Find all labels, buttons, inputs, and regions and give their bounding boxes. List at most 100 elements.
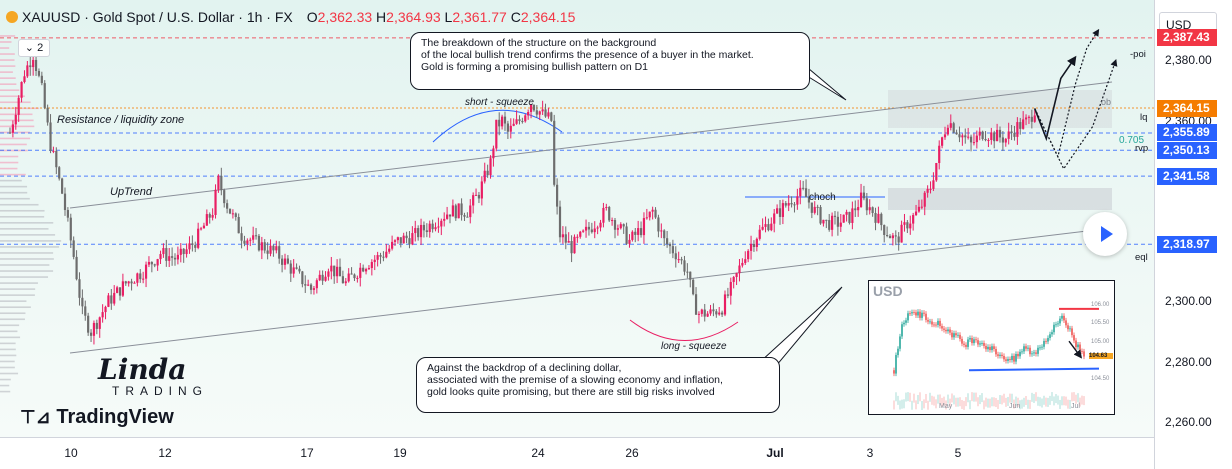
candle-body bbox=[1007, 131, 1010, 139]
inset-volume-bar bbox=[1049, 395, 1051, 405]
play-button[interactable] bbox=[1083, 212, 1127, 256]
price-chart[interactable] bbox=[0, 0, 1154, 437]
time-axis-tick: 10 bbox=[64, 446, 78, 460]
inset-candle-body bbox=[1015, 353, 1017, 362]
candle-body bbox=[399, 237, 402, 244]
candle-body bbox=[721, 312, 724, 315]
candle-body bbox=[990, 132, 993, 141]
candle-body bbox=[871, 207, 874, 214]
candle-body bbox=[338, 266, 342, 277]
candle-body bbox=[634, 231, 637, 235]
candle-body bbox=[602, 207, 605, 223]
candle-body bbox=[89, 332, 93, 336]
inset-candle-body bbox=[931, 321, 933, 325]
candle-body bbox=[894, 235, 897, 237]
inset-volume-bar bbox=[953, 395, 955, 405]
candle-body bbox=[608, 206, 611, 221]
candle-body bbox=[376, 255, 379, 260]
indicators-toggle-button[interactable]: ⌄ 2 bbox=[18, 39, 50, 57]
candle-body bbox=[1013, 132, 1016, 137]
inset-candle-body bbox=[1029, 347, 1031, 355]
candle-body bbox=[683, 260, 686, 272]
inset-candle-body bbox=[1001, 354, 1003, 356]
callout-bottom: Against the backdrop of a declining doll… bbox=[416, 357, 780, 413]
inset-volume-bar bbox=[967, 393, 969, 403]
candle-body bbox=[272, 245, 275, 251]
candle-body bbox=[932, 180, 935, 189]
candle-body bbox=[512, 123, 515, 126]
candle-body bbox=[165, 248, 168, 261]
candle-body bbox=[593, 228, 596, 233]
inset-candle-body bbox=[1059, 318, 1061, 324]
inset-candle-body bbox=[1035, 352, 1037, 354]
candle-body bbox=[778, 208, 782, 217]
eql-label: eql bbox=[1135, 252, 1148, 263]
inset-candle-body bbox=[1071, 328, 1073, 336]
candle-body bbox=[631, 231, 634, 240]
candle-body bbox=[61, 178, 64, 194]
inset-candle-body bbox=[1081, 351, 1083, 352]
candle-body bbox=[32, 59, 35, 68]
price-level-tag[interactable]: 2,364.15 bbox=[1157, 99, 1217, 117]
candle-body bbox=[344, 281, 347, 284]
candle-body bbox=[822, 219, 825, 224]
candle-body bbox=[854, 208, 857, 211]
candle-body bbox=[611, 220, 614, 222]
candle-body bbox=[749, 243, 753, 251]
volume-profile-bar bbox=[0, 384, 10, 387]
symbol-title[interactable]: XAUUSD · Gold Spot / U.S. Dollar · 1h · … bbox=[22, 9, 293, 25]
volume-profile-bar bbox=[0, 258, 54, 260]
inset-candle-body bbox=[1045, 340, 1047, 342]
volume-profile-bar bbox=[0, 41, 12, 43]
candle-body bbox=[637, 228, 640, 235]
volume-profile-bar bbox=[0, 179, 22, 182]
candle-body bbox=[52, 150, 55, 152]
tradingview-logo: ⊤⊿ TradingView bbox=[20, 406, 174, 428]
inset-volume-bar bbox=[921, 400, 923, 410]
candle-body bbox=[182, 248, 185, 255]
volume-profile-bar bbox=[0, 330, 18, 333]
plot-area[interactable]: XAUUSD · Gold Spot / U.S. Dollar · 1h · … bbox=[0, 0, 1154, 437]
candle-body bbox=[642, 218, 646, 236]
price-level-tag[interactable]: 2,350.13 bbox=[1157, 141, 1217, 159]
candle-body bbox=[385, 251, 388, 258]
price-level-tag[interactable]: 2,387.43 bbox=[1157, 29, 1217, 47]
volume-profile-bar bbox=[0, 312, 26, 315]
candle-body bbox=[226, 203, 229, 209]
inset-candle-body bbox=[939, 320, 941, 327]
inset-volume-bar bbox=[987, 398, 989, 408]
candle-body bbox=[605, 206, 608, 208]
inset-volume-bar bbox=[977, 397, 979, 407]
currency-selector[interactable]: USD bbox=[1159, 12, 1217, 36]
candle-body bbox=[1010, 131, 1013, 133]
channel-upper-line[interactable] bbox=[69, 81, 1113, 209]
inset-volume-bar bbox=[1029, 399, 1031, 409]
candle-body bbox=[49, 122, 52, 151]
candle-body bbox=[831, 215, 834, 230]
usd-inset-chart[interactable]: USD 106.00 105.50 105.00 104.63 104.50 M… bbox=[868, 280, 1115, 415]
candle-body bbox=[810, 202, 813, 213]
candle-body bbox=[825, 219, 828, 221]
candle-body bbox=[289, 263, 292, 274]
candle-body bbox=[243, 240, 246, 244]
channel-lower-line[interactable] bbox=[69, 227, 1113, 354]
price-axis-tick: 2,280.00 bbox=[1165, 354, 1212, 369]
inset-volume-bar bbox=[1075, 394, 1077, 404]
ob-label: ob bbox=[1101, 97, 1112, 107]
candle-body bbox=[541, 109, 544, 112]
price-level-tag[interactable]: 2,318.97 bbox=[1157, 235, 1217, 253]
candle-body bbox=[773, 213, 776, 224]
price-level-tag[interactable]: 2,355.89 bbox=[1157, 124, 1217, 142]
volume-profile-bar bbox=[0, 35, 16, 37]
short-squeeze-arc bbox=[432, 109, 563, 143]
volume-profile-bar bbox=[0, 161, 19, 164]
inset-volume-bar bbox=[1083, 396, 1085, 406]
volume-profile-bar bbox=[0, 53, 15, 55]
inset-candle-body bbox=[983, 343, 985, 346]
inset-candle-body bbox=[1025, 346, 1027, 349]
volume-profile-bar bbox=[0, 288, 36, 290]
candle-body bbox=[735, 273, 738, 278]
price-level-tag[interactable]: 2,341.58 bbox=[1157, 167, 1217, 185]
inset-candle-body bbox=[975, 339, 977, 341]
resistance-zone-label: Resistance / liquidity zone bbox=[57, 114, 185, 126]
